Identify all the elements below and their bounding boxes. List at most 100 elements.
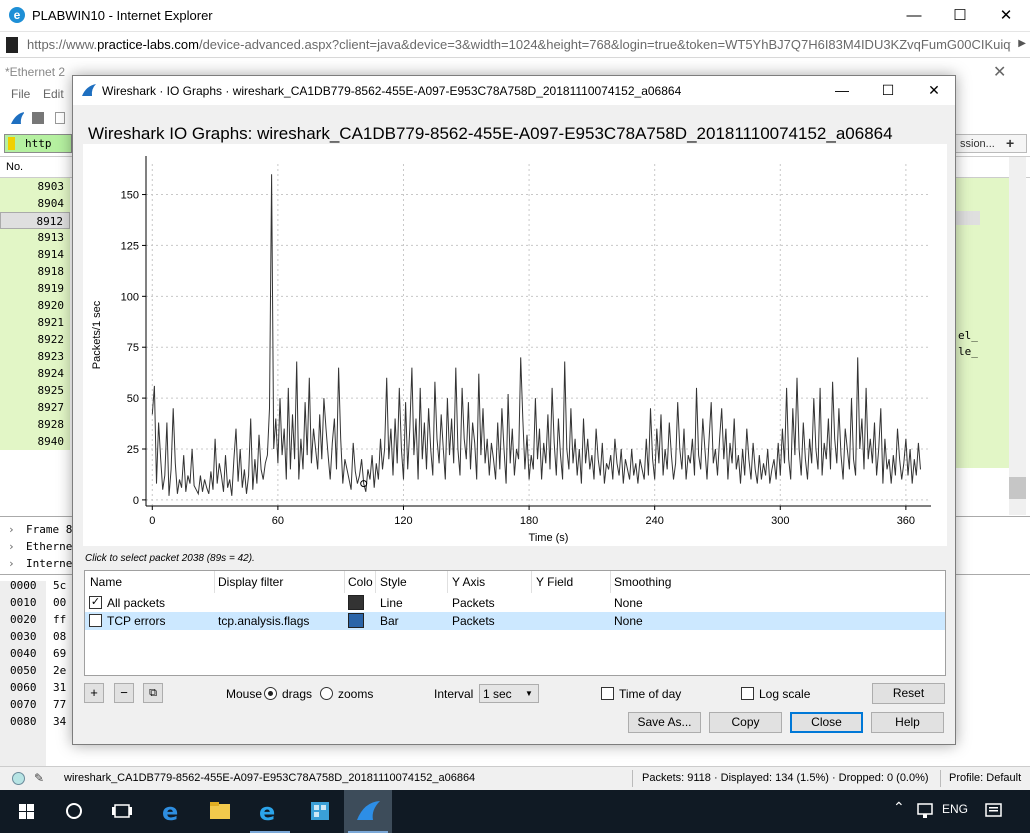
main-close-icon[interactable]: ✕ [993,64,1007,81]
table-row[interactable]: 8921 [0,314,70,331]
drags-radio[interactable] [264,687,277,700]
graph-name[interactable]: All packets [107,596,166,610]
url-text[interactable]: https://www.practice-labs.com/device-adv… [27,37,1011,52]
search-button[interactable] [50,790,98,833]
packet-list-scrollbar[interactable] [1009,157,1026,515]
input-language-indicator[interactable]: ENG [942,802,969,816]
col-style[interactable]: Style [380,575,407,589]
graph-y-axis[interactable]: Packets [452,596,495,610]
table-row[interactable]: 8904 [0,195,70,212]
graph-row-all-packets[interactable]: ✓ All packets Line Packets None [85,594,945,612]
close-button[interactable]: ✕ [999,7,1013,24]
task-view-button[interactable] [98,790,146,833]
table-row[interactable]: 8922 [0,331,70,348]
detail-row-ethernet[interactable]: › Etherne [8,540,73,553]
help-button[interactable]: Help [871,712,944,733]
time-of-day-label[interactable]: Time of day [619,687,682,701]
col-y-field[interactable]: Y Field [536,575,574,589]
graph-row-tcp-errors[interactable]: TCP errors tcp.analysis.flags Bar Packet… [85,612,945,630]
table-row[interactable]: 8914 [0,246,70,263]
taskbar-wireshark[interactable] [344,790,392,833]
menu-edit[interactable]: Edit [43,87,64,101]
enable-checkbox[interactable] [89,614,102,627]
close-dialog-button[interactable]: Close [790,712,863,733]
time-of-day-checkbox[interactable] [601,687,614,700]
bookmark-icon[interactable] [8,137,15,150]
graph-name[interactable]: TCP errors [107,614,166,628]
table-row[interactable]: 8920 [0,297,70,314]
add-filter-icon[interactable]: + [1006,135,1015,151]
detail-row-frame[interactable]: › Frame 8 [8,523,73,536]
action-center-icon[interactable] [984,801,1004,821]
chevron-down-icon[interactable]: ▼ [525,689,533,698]
address-bar[interactable]: https://www.practice-labs.com/device-adv… [0,32,1030,58]
menu-file[interactable]: File [11,87,31,101]
table-row[interactable]: 8919 [0,280,70,297]
reset-button[interactable]: Reset [872,683,945,704]
copy-button[interactable]: Copy [709,712,782,733]
remove-graph-button[interactable]: − [114,683,134,703]
color-swatch[interactable] [348,613,364,628]
graph-y-axis[interactable]: Packets [452,614,495,628]
zooms-radio[interactable] [320,687,333,700]
display-filter-input[interactable]: http [4,134,72,153]
taskbar-file-explorer[interactable] [196,790,244,833]
table-row[interactable]: 8924 [0,365,70,382]
expert-info-icon[interactable] [12,772,25,785]
detail-row-internet[interactable]: › Interne [8,557,73,570]
add-graph-button[interactable]: + [84,683,104,703]
interval-select[interactable]: 1 sec ▼ [479,684,539,703]
start-button[interactable] [2,790,50,833]
scrollbar-thumb[interactable] [1009,477,1026,499]
network-icon[interactable] [915,802,935,820]
stop-capture-icon[interactable] [32,112,44,124]
save-as-button[interactable]: Save As... [628,712,701,733]
taskbar-edge[interactable]: e [148,790,196,833]
table-row[interactable]: 8928 [0,416,70,433]
table-row[interactable]: 8918 [0,263,70,280]
table-row[interactable]: 8940 [0,433,70,450]
table-row[interactable]: 8903 [0,178,70,195]
graph-smoothing[interactable]: None [614,614,643,628]
graph-smoothing[interactable]: None [614,596,643,610]
enable-checkbox[interactable]: ✓ [89,596,102,609]
dialog-maximize-button[interactable]: ☐ [881,82,895,98]
dialog-close-button[interactable]: ✕ [928,82,940,98]
expand-arrow-icon[interactable]: › [8,540,15,553]
graph-style[interactable]: Line [380,596,403,610]
restart-icon[interactable] [55,112,65,124]
table-row[interactable]: 8912 [0,212,70,229]
col-y-axis[interactable]: Y Axis [452,575,486,589]
table-row[interactable]: 8925 [0,382,70,399]
filter-expression-button[interactable]: ssion... + [955,134,1027,153]
col-name[interactable]: Name [90,575,123,589]
drags-label[interactable]: drags [282,687,313,701]
io-graph-svg[interactable]: 0 60 120 180 240 300 360 0 25 50 75 100 125 150 Time (… [83,144,947,546]
color-swatch[interactable] [348,595,364,610]
col-smoothing[interactable]: Smoothing [614,575,672,589]
table-row[interactable]: 8923 [0,348,70,365]
graph-filter[interactable]: tcp.analysis.flags [218,614,310,628]
io-graph-plot[interactable]: 0 60 120 180 240 300 360 0 25 50 75 100 125 150 Time (… [83,144,947,546]
log-scale-checkbox[interactable] [741,687,754,700]
shark-fin-icon[interactable] [10,111,24,125]
expand-arrow-icon[interactable]: › [8,557,15,570]
edit-comment-icon[interactable]: ✎ [34,771,45,785]
minimize-button[interactable]: — [906,7,922,24]
expand-arrow-icon[interactable]: › [8,523,15,536]
show-hidden-icons-chevron-up-icon[interactable]: ⌃ [893,799,905,815]
taskbar-internet-explorer[interactable]: e [246,790,294,833]
graph-style[interactable]: Bar [380,614,399,628]
table-row[interactable]: 8913 [0,229,70,246]
table-row[interactable]: 8927 [0,399,70,416]
zooms-label[interactable]: zooms [338,687,374,701]
maximize-button[interactable]: ☐ [953,7,967,24]
col-display-filter[interactable]: Display filter [218,575,284,589]
status-profile[interactable]: Profile: Default [949,772,1022,784]
scroll-right-icon[interactable]: ▶ [1018,38,1026,49]
col-color[interactable]: Colo [348,575,373,589]
taskbar-server-manager[interactable] [296,790,344,833]
dialog-minimize-button[interactable]: — [835,82,849,98]
copy-graph-button[interactable]: ⧉ [143,683,163,703]
log-scale-label[interactable]: Log scale [759,687,811,701]
